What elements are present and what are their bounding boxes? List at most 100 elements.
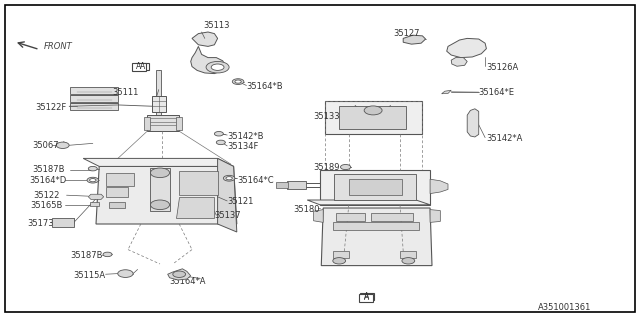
Circle shape xyxy=(150,200,170,210)
Polygon shape xyxy=(333,222,419,230)
Polygon shape xyxy=(336,213,365,221)
Circle shape xyxy=(226,177,232,180)
Circle shape xyxy=(211,64,224,70)
Polygon shape xyxy=(83,158,234,166)
Polygon shape xyxy=(150,168,170,211)
Circle shape xyxy=(223,175,235,181)
Text: 35165B: 35165B xyxy=(30,201,63,210)
Circle shape xyxy=(150,168,170,178)
Text: 35189: 35189 xyxy=(314,163,340,172)
Circle shape xyxy=(103,252,112,257)
Polygon shape xyxy=(339,106,406,129)
Circle shape xyxy=(333,258,346,264)
Polygon shape xyxy=(371,213,413,221)
Polygon shape xyxy=(287,181,306,189)
Polygon shape xyxy=(156,70,161,115)
Polygon shape xyxy=(106,187,128,197)
Polygon shape xyxy=(334,174,416,200)
Circle shape xyxy=(402,258,415,264)
Polygon shape xyxy=(70,87,118,94)
Text: 35122: 35122 xyxy=(33,191,60,200)
Text: 35121: 35121 xyxy=(227,197,253,206)
Polygon shape xyxy=(191,46,225,74)
Text: 35115A: 35115A xyxy=(74,271,106,280)
Polygon shape xyxy=(400,251,416,258)
Polygon shape xyxy=(325,101,422,134)
Circle shape xyxy=(90,179,96,182)
Text: 35122F: 35122F xyxy=(35,103,67,112)
Polygon shape xyxy=(430,179,448,194)
Text: 35164*D: 35164*D xyxy=(29,176,66,185)
Polygon shape xyxy=(70,103,118,110)
Circle shape xyxy=(118,270,133,277)
Text: A: A xyxy=(364,293,369,302)
Polygon shape xyxy=(218,158,237,232)
Circle shape xyxy=(88,166,97,171)
Polygon shape xyxy=(451,58,467,66)
Polygon shape xyxy=(349,179,402,195)
Polygon shape xyxy=(176,197,214,218)
Text: 35164*A: 35164*A xyxy=(170,277,206,286)
Polygon shape xyxy=(430,210,440,222)
FancyBboxPatch shape xyxy=(360,293,374,300)
Text: 35142*A: 35142*A xyxy=(486,134,523,143)
Polygon shape xyxy=(321,208,432,266)
Text: 35164*C: 35164*C xyxy=(237,176,273,185)
Text: 35113: 35113 xyxy=(204,21,230,30)
Polygon shape xyxy=(192,32,218,46)
Polygon shape xyxy=(276,182,288,188)
Polygon shape xyxy=(467,109,479,137)
Polygon shape xyxy=(109,202,125,208)
Polygon shape xyxy=(307,200,430,205)
Polygon shape xyxy=(179,171,218,195)
Polygon shape xyxy=(333,251,349,258)
Text: A351001361: A351001361 xyxy=(538,303,591,312)
Circle shape xyxy=(214,132,223,136)
Circle shape xyxy=(364,106,382,115)
Text: 35127: 35127 xyxy=(394,29,420,38)
Text: 35180: 35180 xyxy=(293,205,319,214)
Text: 35126A: 35126A xyxy=(486,63,518,72)
Polygon shape xyxy=(176,117,182,130)
Circle shape xyxy=(235,80,241,83)
Text: 35137: 35137 xyxy=(214,212,241,220)
Circle shape xyxy=(173,271,186,277)
FancyBboxPatch shape xyxy=(132,63,146,71)
Polygon shape xyxy=(96,166,237,224)
Text: 35142*B: 35142*B xyxy=(227,132,264,140)
Text: 35133: 35133 xyxy=(314,112,340,121)
Polygon shape xyxy=(152,96,166,112)
Polygon shape xyxy=(447,38,486,58)
Text: 35134F: 35134F xyxy=(227,142,259,151)
Polygon shape xyxy=(70,95,118,102)
Polygon shape xyxy=(147,115,179,131)
Circle shape xyxy=(206,61,229,73)
Polygon shape xyxy=(168,269,191,280)
Text: 35187B: 35187B xyxy=(32,165,65,174)
Bar xyxy=(90,202,99,206)
Text: 35111: 35111 xyxy=(112,88,138,97)
Text: A: A xyxy=(136,62,141,71)
Text: A: A xyxy=(364,292,369,301)
Text: 35173: 35173 xyxy=(27,220,54,228)
Polygon shape xyxy=(106,173,134,186)
Polygon shape xyxy=(320,170,430,205)
Text: 35067: 35067 xyxy=(32,141,59,150)
Polygon shape xyxy=(144,117,150,130)
FancyBboxPatch shape xyxy=(359,294,373,302)
Polygon shape xyxy=(442,90,451,94)
Polygon shape xyxy=(52,218,74,227)
Circle shape xyxy=(87,177,99,183)
Text: FRONT: FRONT xyxy=(44,42,72,51)
Circle shape xyxy=(340,164,351,170)
Text: 35164*E: 35164*E xyxy=(479,88,515,97)
Polygon shape xyxy=(314,210,323,222)
FancyBboxPatch shape xyxy=(135,63,149,70)
Circle shape xyxy=(216,140,225,145)
Circle shape xyxy=(56,142,69,148)
Polygon shape xyxy=(403,35,426,44)
Text: 35187B: 35187B xyxy=(70,252,103,260)
Text: A: A xyxy=(140,62,145,71)
Polygon shape xyxy=(88,194,104,199)
Text: 35164*B: 35164*B xyxy=(246,82,283,91)
